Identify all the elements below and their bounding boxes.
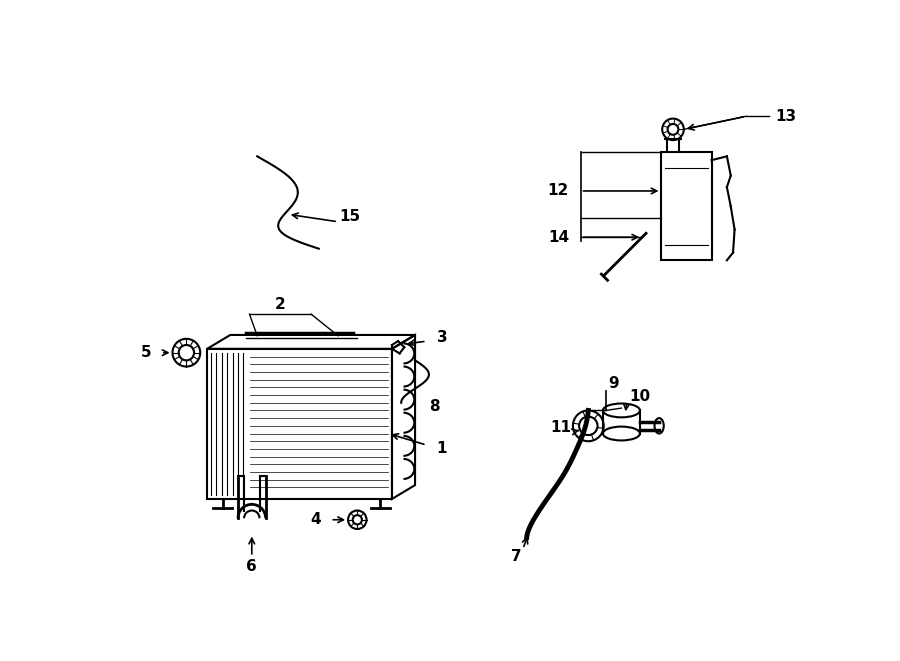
Text: 8: 8 — [429, 399, 439, 414]
Text: 9: 9 — [608, 376, 619, 391]
Text: 2: 2 — [274, 297, 285, 313]
Text: 6: 6 — [247, 559, 257, 574]
Text: 15: 15 — [339, 209, 360, 224]
Text: 4: 4 — [310, 512, 321, 527]
Text: 3: 3 — [436, 330, 447, 345]
Text: 7: 7 — [511, 549, 522, 564]
Text: 13: 13 — [776, 109, 796, 124]
Text: 10: 10 — [629, 389, 650, 404]
Text: 11: 11 — [551, 420, 572, 435]
Text: 12: 12 — [548, 184, 569, 198]
Text: 5: 5 — [141, 345, 152, 360]
Text: 1: 1 — [436, 442, 447, 456]
Text: 14: 14 — [548, 229, 569, 245]
